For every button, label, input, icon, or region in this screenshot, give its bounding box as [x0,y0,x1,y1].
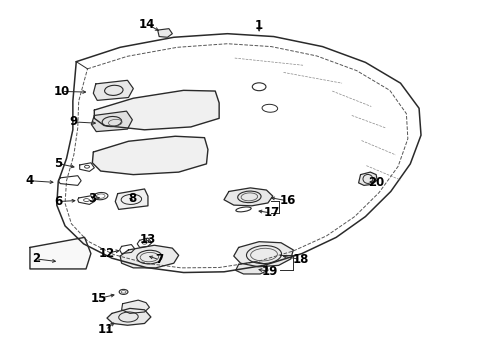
Text: 14: 14 [139,18,155,31]
Text: 4: 4 [26,174,34,187]
Polygon shape [107,309,151,325]
Polygon shape [233,242,293,267]
Text: 17: 17 [263,207,279,220]
Text: 8: 8 [128,192,136,205]
Polygon shape [91,111,132,132]
Polygon shape [92,136,207,175]
Polygon shape [94,90,219,130]
Text: 9: 9 [70,116,78,129]
Text: 12: 12 [99,247,115,260]
Text: 10: 10 [53,85,70,98]
Polygon shape [120,245,178,268]
Text: 20: 20 [367,176,384,189]
Text: 3: 3 [88,192,96,205]
Text: 18: 18 [292,253,308,266]
Polygon shape [30,237,91,269]
Polygon shape [93,80,133,100]
Polygon shape [122,300,149,314]
Polygon shape [158,29,172,37]
Text: 1: 1 [255,19,263,32]
Text: 6: 6 [54,195,62,208]
Text: 19: 19 [261,265,278,278]
Polygon shape [235,262,267,274]
Text: 5: 5 [54,157,62,170]
Polygon shape [358,172,376,185]
Text: 16: 16 [279,194,295,207]
Text: 7: 7 [155,253,163,266]
Text: 2: 2 [32,252,40,265]
Text: 15: 15 [91,292,107,305]
Polygon shape [224,188,272,206]
Text: 11: 11 [97,323,113,336]
Polygon shape [115,189,148,210]
Text: 13: 13 [140,233,156,246]
